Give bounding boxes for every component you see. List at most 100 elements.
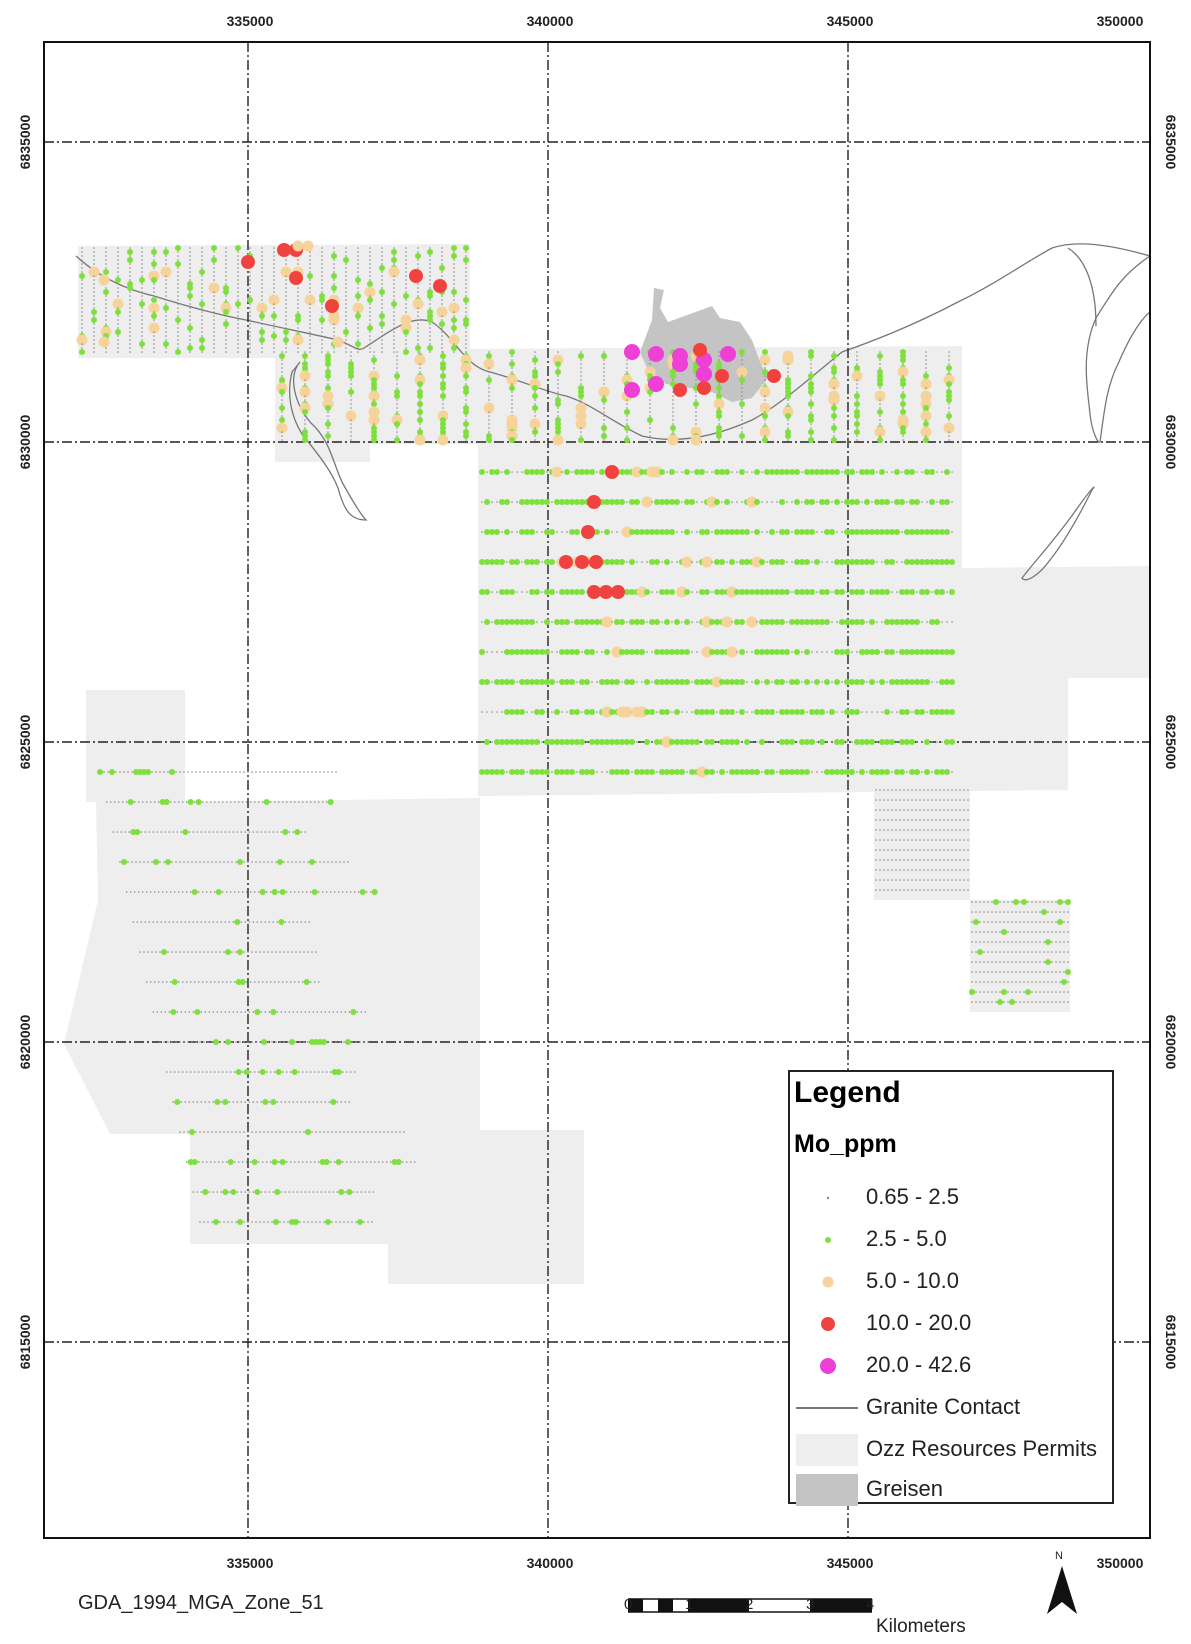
sample-point: [931, 591, 933, 593]
sample-point: [219, 1041, 221, 1043]
sample-point: [897, 418, 909, 430]
sample-point: [923, 819, 925, 821]
sample-point: [273, 259, 275, 261]
sample-point: [419, 415, 421, 417]
sample-point: [105, 251, 107, 253]
sample-point: [249, 981, 252, 983]
sample-point: [681, 711, 683, 713]
sample-point: [751, 531, 753, 533]
sample-point: [833, 411, 835, 413]
sample-point: [664, 529, 670, 535]
sample-point: [381, 263, 383, 265]
sample-point: [280, 1101, 283, 1103]
sample-point: [794, 529, 800, 535]
sample-point: [603, 351, 605, 353]
sample-point: [147, 951, 149, 953]
sample-point: [355, 277, 361, 283]
sample-point: [333, 331, 335, 333]
sample-point: [636, 586, 648, 598]
sample-point: [347, 1221, 349, 1223]
sample-point: [129, 315, 131, 317]
sample-point: [236, 1101, 239, 1103]
sample-point: [496, 591, 498, 593]
sample-point: [367, 297, 373, 303]
sample-point: [1019, 961, 1021, 963]
sample-point: [715, 369, 729, 383]
sample-point: [251, 1159, 258, 1165]
sample-point: [481, 501, 483, 503]
sample-point: [1031, 931, 1033, 933]
sample-point: [194, 1009, 201, 1015]
sample-point: [509, 679, 515, 685]
sample-point: [499, 679, 505, 685]
sample-point: [465, 279, 467, 281]
sample-point: [369, 347, 371, 349]
sample-point: [939, 879, 941, 881]
sample-point: [891, 591, 893, 593]
sample-point: [534, 403, 536, 405]
sample-point: [589, 769, 595, 775]
sample-point: [669, 769, 675, 775]
sample-point: [904, 619, 910, 625]
sample-point: [726, 646, 738, 658]
sample-point: [955, 869, 957, 871]
sample-point: [281, 403, 283, 405]
sample-point: [626, 423, 628, 425]
sample-point: [544, 499, 550, 505]
sample-point: [237, 271, 239, 273]
sample-point: [649, 709, 655, 715]
sample-point: [241, 1161, 244, 1163]
sample-point: [235, 771, 237, 773]
sample-point: [189, 275, 191, 277]
sample-point: [776, 531, 778, 533]
sample-point: [175, 1041, 177, 1043]
sample-point: [695, 423, 697, 425]
sample-point: [801, 651, 803, 653]
sample-point: [240, 831, 243, 833]
sample-point: [165, 303, 167, 305]
sample-point: [165, 311, 167, 313]
sample-point: [948, 351, 950, 353]
sample-point: [281, 399, 283, 401]
sample-point: [322, 390, 334, 402]
sample-point: [285, 303, 287, 305]
sample-point: [947, 859, 949, 861]
sample-point: [927, 789, 929, 791]
sample-point: [296, 1191, 299, 1193]
sample-point: [672, 419, 674, 421]
sample-point: [621, 526, 633, 538]
sample-point: [442, 399, 444, 401]
sample-point: [693, 343, 707, 357]
scale-number-3: 3: [806, 1596, 815, 1613]
sample-point: [201, 1161, 204, 1163]
sample-point: [695, 407, 697, 409]
sample-point: [584, 619, 590, 625]
sample-point: [213, 271, 215, 273]
sample-point: [943, 849, 945, 851]
sample-point: [368, 370, 380, 382]
sample-point: [494, 559, 500, 565]
sample-point: [414, 434, 426, 446]
sample-point: [117, 291, 119, 293]
sample-point: [821, 561, 823, 563]
sample-point: [381, 327, 383, 329]
sample-point: [927, 799, 929, 801]
sample-point: [879, 739, 885, 745]
sample-point: [393, 315, 395, 317]
sample-point: [524, 469, 530, 475]
sample-point: [724, 679, 730, 685]
sample-point: [352, 302, 364, 314]
sample-point: [939, 859, 941, 861]
sample-point: [208, 1101, 211, 1103]
sample-point: [333, 247, 335, 249]
sample-point: [514, 619, 520, 625]
sample-point: [734, 529, 740, 535]
sample-point: [325, 433, 331, 439]
sample-point: [814, 709, 820, 715]
sample-point: [719, 739, 725, 745]
sample-point: [117, 335, 119, 337]
sample-point: [283, 951, 285, 953]
sample-point: [684, 469, 690, 475]
sample-point: [292, 831, 295, 833]
sample-point: [113, 801, 116, 803]
